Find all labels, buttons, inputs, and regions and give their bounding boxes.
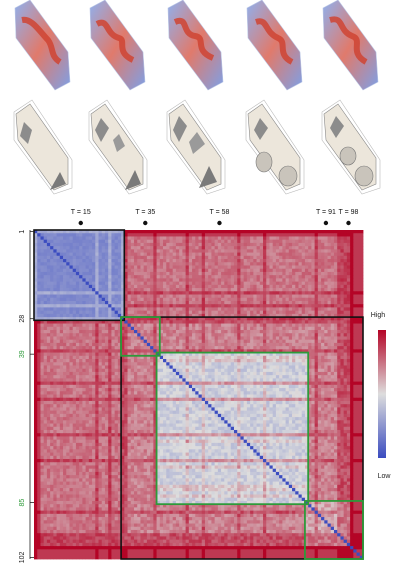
row-ticks: 1 28 39 85 102	[19, 230, 34, 563]
volume-slab	[14, 0, 71, 91]
row-tick-label: 85	[19, 499, 26, 507]
similarity-matrix	[34, 230, 364, 560]
color-legend: High Low	[371, 312, 392, 480]
cluster-blocks	[33, 229, 364, 560]
subcluster-block-outline	[120, 316, 161, 357]
isosurface	[166, 99, 226, 195]
volume-slab	[246, 0, 303, 91]
timestep-markers: T = 15 T = 35 T = 58 T = 91 T = 98	[71, 209, 359, 226]
row-tick-label: 28	[19, 315, 26, 323]
timestep-label: T = 15	[71, 209, 91, 216]
cluster-block-outline	[33, 229, 126, 322]
timestep-dot	[143, 220, 148, 226]
legend-colorbar	[378, 330, 386, 458]
isosurface	[321, 99, 381, 195]
timestep-label: T = 58	[210, 209, 230, 216]
volume-slab	[89, 0, 146, 91]
row-tick-label: 1	[19, 230, 26, 234]
timestep-dot	[78, 220, 83, 226]
row-tick-label: 102	[19, 551, 26, 563]
row-tick-label: 39	[19, 350, 26, 358]
timestep-label: T = 35	[135, 209, 155, 216]
timestep-dot	[217, 220, 222, 226]
legend-low-label: Low	[378, 473, 392, 480]
timestep-dot	[346, 220, 351, 226]
timestep-label: T = 98	[339, 209, 359, 216]
isosurface	[245, 99, 305, 195]
subcluster-block-outline	[304, 500, 364, 560]
volume-renderings	[14, 0, 379, 91]
isosurface	[88, 99, 148, 195]
subcluster-block-outline	[155, 351, 310, 506]
volume-slab	[322, 0, 379, 91]
cluster-block-outline	[120, 316, 364, 560]
timestep-dot	[323, 220, 329, 226]
isosurface	[13, 99, 73, 195]
volume-slab	[167, 0, 224, 91]
timestep-label: T = 91	[316, 209, 336, 216]
isosurface-renderings	[13, 99, 381, 195]
legend-high-label: High	[371, 312, 386, 319]
